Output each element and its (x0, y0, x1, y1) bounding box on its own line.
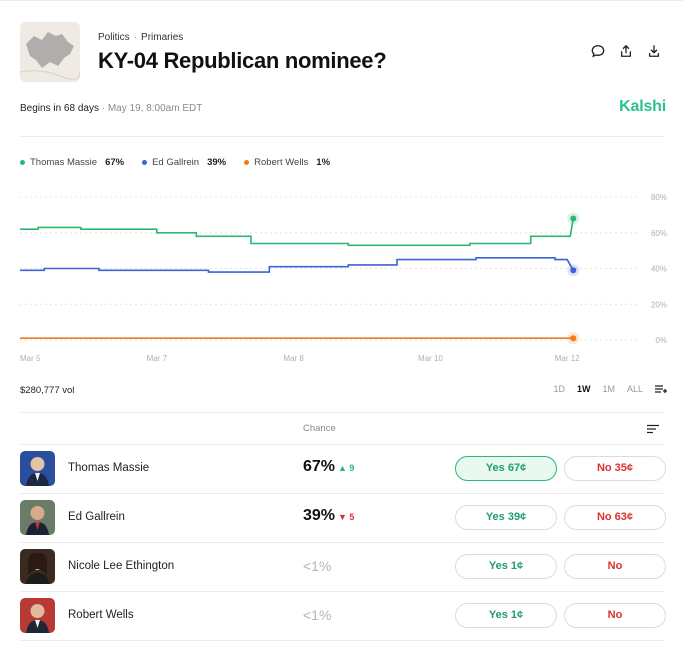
legend-name: Ed Gallrein (152, 157, 200, 168)
legend-dot-icon (20, 160, 25, 165)
chance-change: ▼ 5 (338, 512, 355, 522)
arrow-up-icon: ▲ (338, 463, 350, 473)
x-tick-label: Mar 8 (283, 354, 304, 363)
avatar (20, 598, 55, 633)
top-border (0, 0, 683, 3)
avatar (20, 549, 55, 584)
table-row[interactable]: Thomas Massie 67% ▲ 9 Yes 67¢ No 35¢ (20, 444, 666, 493)
divider (20, 542, 665, 543)
arrow-down-icon: ▼ (338, 512, 350, 522)
x-tick-label: Mar 12 (555, 354, 580, 363)
range-1d[interactable]: 1D (553, 384, 565, 394)
candidate-name: Ed Gallrein (68, 511, 125, 523)
sort-icon[interactable] (647, 424, 659, 434)
chance-change: ▲ 9 (338, 463, 355, 473)
person-photo-icon (20, 549, 55, 584)
divider (20, 136, 665, 137)
series-endpoint (570, 215, 577, 222)
series-line-ed-gallrein (20, 257, 574, 273)
chance-column-header: Chance (303, 423, 336, 434)
legend-dot-icon (244, 160, 250, 165)
table-row[interactable]: Ed Gallrein 39% ▼ 5 Yes 39¢ No 63¢ (20, 493, 666, 542)
buy-yes-button[interactable]: Yes 39¢ (455, 505, 557, 530)
range-1w[interactable]: 1W (576, 384, 591, 394)
legend-item-wells: Robert Wells 1% (244, 157, 330, 168)
breadcrumb-primaries[interactable]: Primaries (141, 32, 184, 43)
legend-name: Robert Wells (254, 157, 309, 168)
market-header: Politics · Primaries KY-04 Republican nomi… (20, 22, 665, 84)
legend-item-massie: Thomas Massie 67% (20, 157, 124, 168)
x-tick-label: Mar 5 (20, 354, 41, 363)
y-tick-label: 60% (651, 229, 667, 238)
chance-value: <1% (303, 558, 332, 574)
buy-no-button[interactable]: No 63¢ (564, 505, 666, 530)
begins-info: Begins in 68 days · May 19, 8:00am EDT (20, 103, 203, 114)
legend-dot-icon (142, 160, 148, 165)
range-1m[interactable]: 1M (602, 384, 615, 394)
table-row[interactable]: Robert Wells <1% Yes 1¢ No (20, 591, 666, 640)
download-icon[interactable] (647, 44, 661, 58)
price-chart[interactable]: 80% 60% 40% 20% 0% Mar 5 Mar 7 Mar 8 Mar 10 Mar 1… (0, 180, 683, 370)
legend-pct: 67% (105, 157, 125, 168)
buy-yes-button[interactable]: Yes 67¢ (455, 456, 557, 481)
divider (20, 640, 665, 641)
map-icon (20, 22, 80, 82)
volume-label: $280,777 vol (20, 385, 75, 396)
x-tick-label: Mar 10 (418, 354, 443, 363)
candidate-name: Robert Wells (68, 609, 134, 621)
legend-item-gallrein: Ed Gallrein 39% (142, 157, 226, 168)
share-icon[interactable] (619, 44, 633, 58)
buy-yes-button[interactable]: Yes 1¢ (455, 603, 557, 628)
buy-yes-button[interactable]: Yes 1¢ (455, 554, 557, 579)
breadcrumb: Politics · Primaries (98, 32, 184, 43)
avatar (20, 451, 55, 486)
kalshi-logo[interactable]: Kalshi (619, 98, 666, 115)
divider (20, 493, 665, 494)
y-tick-label: 0% (655, 336, 667, 345)
candidate-name: Thomas Massie (68, 462, 150, 474)
table-row[interactable]: Nicole Lee Ethington <1% Yes 1¢ No (20, 542, 666, 591)
y-tick-label: 80% (651, 193, 667, 202)
y-tick-label: 40% (651, 265, 667, 274)
series-endpoint (570, 335, 577, 342)
time-range-selector: 1D 1W 1M ALL (553, 384, 667, 394)
buy-no-button[interactable]: No 35¢ (564, 456, 666, 481)
avatar (20, 500, 55, 535)
buy-no-button[interactable]: No (564, 603, 666, 628)
legend-name: Thomas Massie (30, 157, 98, 168)
begins-date: May 19, 8:00am EDT (107, 103, 203, 114)
person-photo-icon (20, 451, 55, 486)
divider (20, 444, 665, 445)
buy-no-button[interactable]: No (564, 554, 666, 579)
begins-countdown: Begins in 68 days (20, 103, 99, 114)
legend-pct: 1% (316, 157, 331, 168)
person-photo-icon (20, 500, 55, 535)
series-endpoint (570, 267, 577, 274)
divider (20, 591, 665, 592)
chart-settings-icon[interactable] (655, 384, 667, 394)
header-actions (591, 44, 661, 58)
chart-legend: Thomas Massie 67% Ed Gallrein 39% Robert W… (20, 157, 330, 168)
chance-value: 39% (303, 507, 336, 524)
breadcrumb-politics[interactable]: Politics (98, 32, 130, 43)
y-tick-label: 20% (651, 300, 667, 309)
district-map-thumbnail (20, 22, 80, 82)
series-line-thomas-massie (20, 218, 575, 247)
chance-value: 67% (303, 458, 336, 475)
comment-icon[interactable] (591, 44, 605, 58)
x-tick-label: Mar 7 (147, 354, 168, 363)
range-all[interactable]: ALL (626, 384, 643, 394)
chance-value: <1% (303, 607, 332, 623)
person-photo-icon (20, 598, 55, 633)
divider (20, 412, 665, 413)
legend-pct: 39% (207, 157, 227, 168)
page-title: KY-04 Republican nominee? (98, 48, 387, 73)
candidate-name: Nicole Lee Ethington (68, 560, 175, 572)
